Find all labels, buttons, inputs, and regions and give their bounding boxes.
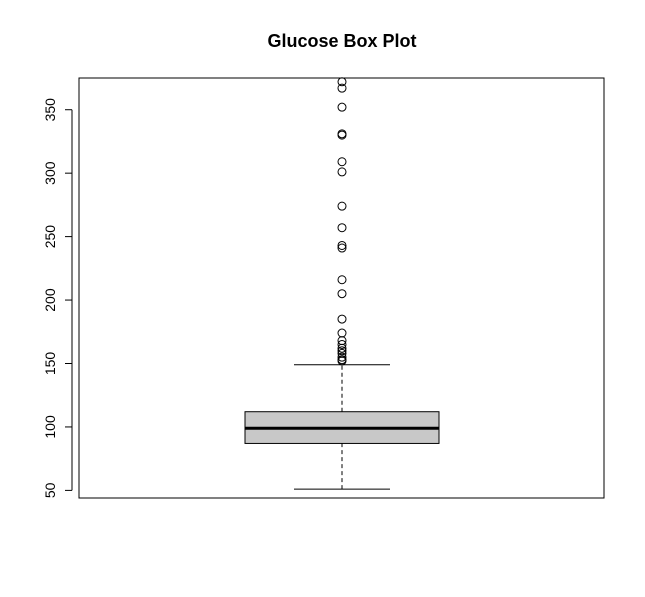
y-tick-label: 250 — [42, 225, 58, 249]
outlier-point — [337, 240, 347, 250]
outlier-point — [337, 223, 347, 233]
chart-title: Glucose Box Plot — [267, 31, 416, 51]
outlier-point — [337, 348, 347, 358]
outlier-point — [337, 275, 347, 285]
outlier-point — [337, 328, 347, 338]
outlier-point — [337, 157, 347, 167]
outlier-point — [337, 129, 347, 139]
outlier-point — [337, 289, 347, 299]
y-axis: 50 100 150 200 250 300 350 — [42, 98, 73, 498]
outlier-point — [337, 201, 347, 211]
y-tick-label: 50 — [42, 482, 58, 498]
outliers — [337, 77, 347, 366]
outlier-point — [337, 77, 347, 87]
box-plot — [244, 364, 440, 490]
y-tick-label: 300 — [42, 161, 58, 185]
outlier-point — [337, 339, 347, 349]
outlier-point — [337, 83, 347, 93]
outlier-point — [337, 243, 347, 253]
y-tick-label: 150 — [42, 352, 58, 376]
outlier-point — [337, 314, 347, 324]
outlier-point — [337, 352, 347, 362]
y-tick-label: 200 — [42, 288, 58, 312]
y-tick-label: 350 — [42, 98, 58, 122]
y-tick-label: 100 — [42, 415, 58, 439]
outlier-point — [337, 167, 347, 177]
outlier-point — [337, 346, 347, 356]
outlier-point — [337, 102, 347, 112]
outlier-point — [337, 355, 347, 365]
